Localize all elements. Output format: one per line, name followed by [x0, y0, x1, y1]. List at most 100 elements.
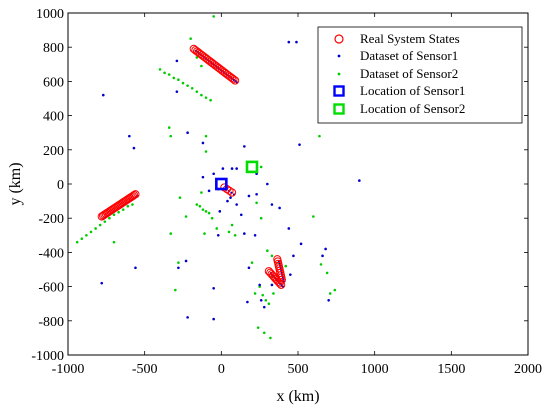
- real-state-point: [231, 76, 240, 85]
- sensor2-point: [94, 227, 97, 230]
- sensor2-point: [181, 81, 185, 85]
- y-tick-label: -200: [38, 212, 64, 227]
- sensor2-point: [204, 210, 208, 213]
- sensor2-point: [98, 223, 102, 227]
- sensor2-point: [85, 234, 88, 237]
- sensor1-point: [235, 167, 238, 170]
- sensor2-point: [233, 234, 237, 237]
- sensor2-point: [325, 271, 329, 275]
- sensor2-point: [75, 240, 79, 244]
- sensor2-point: [203, 232, 206, 235]
- sensor1-point: [358, 179, 361, 182]
- y-tick-label: 1000: [36, 7, 64, 22]
- y-tick-label: 400: [43, 110, 64, 125]
- sensor2-point: [186, 84, 189, 87]
- sensor2-point: [167, 126, 171, 129]
- sensor2-point: [177, 261, 180, 264]
- sensor2-point: [272, 292, 275, 295]
- sensor1-point: [278, 206, 281, 210]
- sensor1-location-marker: [215, 177, 228, 191]
- sensor1-point: [259, 298, 263, 302]
- real-state-point: [229, 75, 238, 84]
- sensor2-point: [108, 216, 111, 220]
- legend-item-loc1: Location of Sensor1: [333, 83, 465, 98]
- sensor2-point: [269, 336, 272, 340]
- real-state-point: [130, 191, 139, 200]
- x-tick-label: 1000: [361, 362, 389, 377]
- sensor1-point: [258, 283, 261, 287]
- sensor2-point: [204, 96, 208, 99]
- sensor1-point: [212, 317, 215, 321]
- sensor2-point: [195, 203, 199, 206]
- y-tick-label: 600: [43, 75, 64, 90]
- sensor1-point: [184, 259, 188, 263]
- legend-label-loc2: Location of Sensor2: [360, 101, 465, 116]
- x-tick-label: 2000: [514, 362, 542, 377]
- sensor2-point: [126, 204, 130, 208]
- sensor2-point: [195, 90, 199, 93]
- legend-marker-real-states: [334, 34, 344, 44]
- sensor1-point: [218, 210, 222, 213]
- sensor2-point: [184, 215, 188, 218]
- sensor2-point: [227, 230, 231, 234]
- x-tick-label: -500: [132, 362, 158, 377]
- sensor2-point: [204, 150, 208, 153]
- sensor2-point: [172, 76, 176, 80]
- sensor2-point: [312, 215, 315, 218]
- sensor2-point: [284, 264, 288, 268]
- sensor2-point: [207, 211, 211, 215]
- y-tick-label: -800: [38, 315, 64, 330]
- sensor1-point: [246, 300, 249, 304]
- sensor1-point: [321, 254, 324, 258]
- sensor1-point: [201, 141, 205, 145]
- sensor2-point: [198, 204, 202, 208]
- sensor1-point: [299, 242, 303, 246]
- legend-item-sensor2: Dataset of Sensor2: [337, 66, 458, 81]
- sensor1-point: [201, 175, 205, 179]
- sensor1-point: [243, 232, 246, 235]
- sensor1-point: [186, 316, 189, 319]
- sensor1-point: [175, 90, 179, 93]
- sensor2-point: [117, 210, 120, 214]
- sensor2-point: [212, 15, 215, 18]
- sensor1-point: [207, 189, 211, 193]
- sensor1-point: [327, 298, 330, 302]
- sensor1-point: [132, 146, 136, 150]
- sensor1-point: [295, 40, 298, 44]
- sensor2-point: [167, 73, 171, 76]
- sensor2-point: [204, 134, 208, 138]
- sensor1-point: [216, 234, 220, 237]
- sensor1-point: [100, 281, 104, 285]
- sensor1-point: [186, 131, 189, 134]
- sensor2-point: [174, 288, 177, 292]
- y-tick-label: -400: [38, 246, 64, 261]
- x-axis-label: x (km): [276, 388, 319, 405]
- sensor1-point: [298, 143, 301, 146]
- sensor1-point: [134, 266, 137, 270]
- sensor2-point: [163, 71, 166, 75]
- sensor2-point: [112, 213, 116, 217]
- sensor1-point: [253, 234, 257, 237]
- sensor1-point: [287, 40, 291, 44]
- sensor2-point: [261, 293, 265, 297]
- sensor2-point: [103, 220, 107, 223]
- sensor1-point: [243, 145, 246, 148]
- sensor1-point: [175, 59, 179, 63]
- sensor1-point: [235, 203, 238, 206]
- sensor2-point: [209, 98, 212, 102]
- sensor1-point: [287, 227, 291, 230]
- sensor2-point: [80, 237, 84, 241]
- legend-label-sensor1: Dataset of Sensor1: [360, 48, 458, 63]
- legend: Real System States Dataset of Sensor1 Da…: [317, 26, 523, 124]
- sensor2-point: [190, 86, 194, 90]
- sensor2-point: [319, 263, 323, 266]
- sensor-locations: [215, 160, 259, 191]
- sensor2-series: [75, 15, 337, 340]
- sensor1-point: [239, 213, 243, 217]
- legend-label-loc1: Location of Sensor1: [360, 83, 465, 98]
- x-tick-label: 500: [288, 362, 309, 377]
- sensor2-point: [256, 326, 260, 329]
- x-tick-label: 1500: [437, 362, 465, 377]
- legend-label-sensor2: Dataset of Sensor2: [360, 66, 458, 81]
